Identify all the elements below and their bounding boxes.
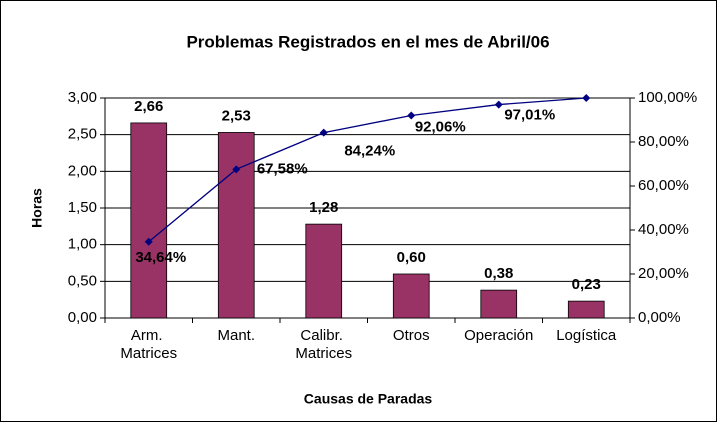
data-label: 97,01% — [504, 107, 555, 124]
data-label: 0,38 — [484, 265, 513, 282]
x-axis-label: Causas de Paradas — [304, 391, 433, 407]
y-tick-label: 0,50 — [68, 272, 97, 289]
data-label: 67,58% — [257, 160, 308, 177]
y-axis-label: Horas — [29, 188, 45, 228]
line-marker — [494, 100, 503, 109]
bar — [130, 122, 168, 319]
bar — [567, 300, 605, 319]
x-tick-label: Calibr. Matrices — [295, 327, 352, 362]
line-marker — [407, 111, 416, 120]
y-tick-label: 1,50 — [68, 199, 97, 216]
x-tick-label: Operación — [464, 327, 533, 344]
y2-tick-label: 0,00% — [638, 309, 681, 326]
y-tick-label: 2,50 — [68, 126, 97, 143]
data-label: 0,60 — [397, 249, 426, 266]
y2-tick-label: 100,00% — [638, 89, 697, 106]
y2-tick-label: 20,00% — [638, 265, 689, 282]
data-label: 2,66 — [134, 98, 163, 115]
y-tick-label: 1,00 — [68, 236, 97, 253]
line-marker — [232, 165, 241, 174]
y2-tick-label: 60,00% — [638, 177, 689, 194]
line-marker — [144, 237, 153, 246]
x-tick-label: Otros — [393, 327, 430, 344]
data-label: 92,06% — [415, 118, 466, 135]
bar — [392, 273, 430, 319]
bar — [217, 132, 255, 319]
data-label: 1,28 — [309, 199, 338, 216]
line-marker — [582, 94, 591, 102]
y2-tick-label: 40,00% — [638, 221, 689, 238]
y-tick-label: 3,00 — [68, 89, 97, 106]
data-label: 34,64% — [135, 249, 186, 266]
x-tick-label: Arm. Matrices — [120, 327, 177, 362]
y-tick-label: 0,00 — [68, 309, 97, 326]
bar — [305, 223, 343, 319]
y2-tick-label: 80,00% — [638, 133, 689, 150]
y-tick-label: 2,00 — [68, 162, 97, 179]
bar — [480, 289, 518, 319]
data-label: 0,23 — [572, 276, 601, 293]
x-tick-label: Logística — [556, 327, 617, 344]
line — [148, 97, 587, 243]
chart-title: Problemas Registrados en el mes de Abril… — [186, 32, 549, 51]
line-marker — [319, 128, 328, 137]
x-tick-label: Mant. — [217, 327, 255, 344]
data-label: 84,24% — [344, 143, 395, 160]
data-label: 2,53 — [222, 107, 251, 124]
